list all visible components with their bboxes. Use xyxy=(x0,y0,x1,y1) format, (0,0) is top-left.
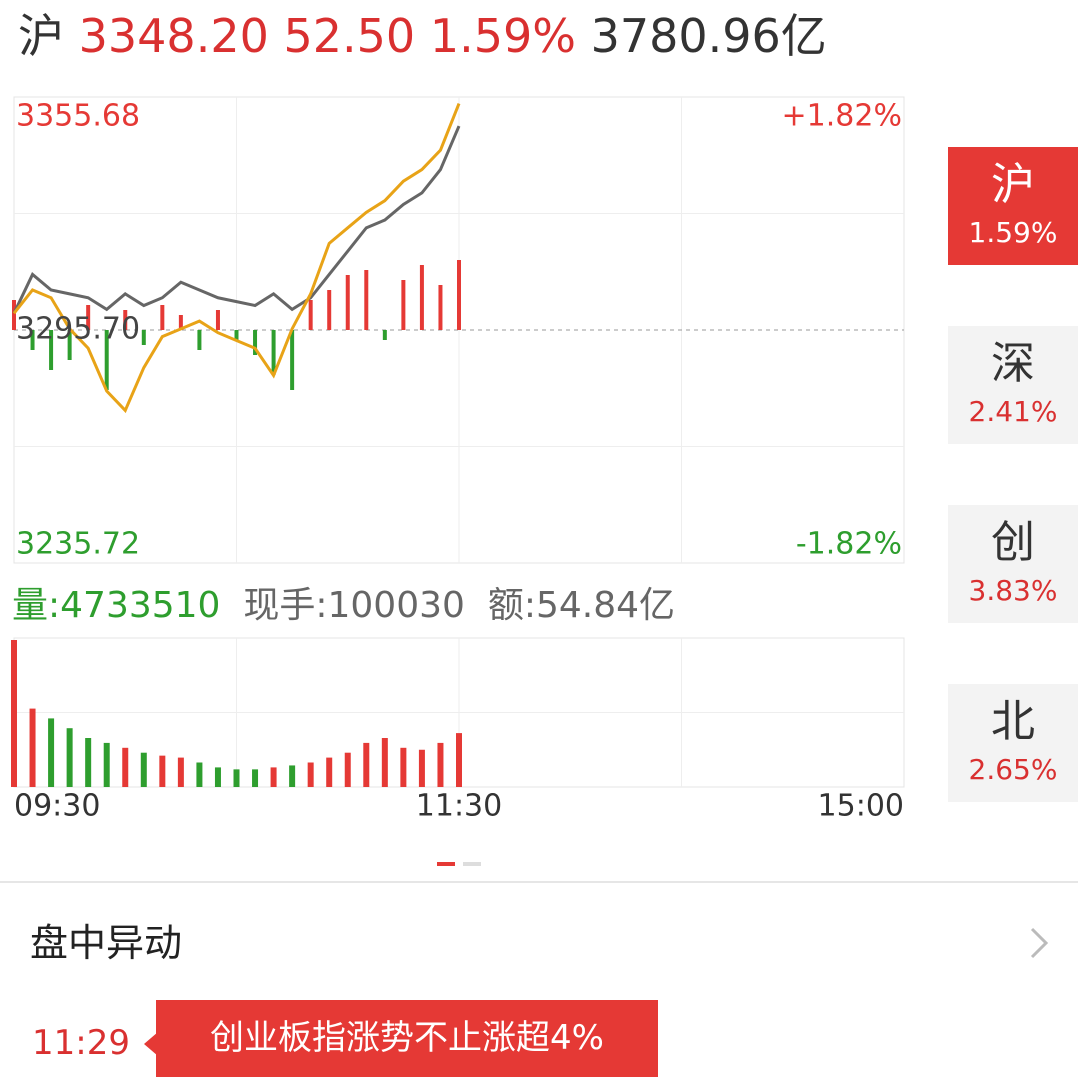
flow-bar xyxy=(86,305,91,330)
volume: 量:4733510 xyxy=(12,585,221,626)
flow-bar xyxy=(67,330,72,360)
tab-name: 沪 xyxy=(991,159,1035,210)
flow-bar xyxy=(160,305,165,330)
flow-bar xyxy=(253,330,258,355)
flow-bar xyxy=(345,275,350,330)
flow-bar xyxy=(308,300,313,330)
event-text[interactable]: 创业板指涨势不止涨超4% xyxy=(156,1000,658,1077)
volume-bar xyxy=(103,742,110,787)
y-tick-label: 3355.68 xyxy=(16,99,140,134)
volume-bar xyxy=(289,765,296,787)
volume-bar xyxy=(177,757,184,787)
chevron[interactable] xyxy=(1028,925,1052,961)
chart: 3355.68 3295.70 3235.72 +1.82% -1.82% 09:30 11… xyxy=(11,96,905,824)
flow-bar xyxy=(123,310,128,330)
x-tick-label: 11:30 xyxy=(416,789,502,824)
volume-bar xyxy=(214,767,221,787)
volume-bar xyxy=(233,769,240,787)
flow-bar xyxy=(104,330,109,390)
turnover: 3780.96亿 xyxy=(590,9,827,63)
flow-bar xyxy=(438,285,443,330)
flow-bar xyxy=(12,300,16,330)
volume-bar xyxy=(307,762,314,787)
page-dot xyxy=(463,862,481,866)
y2-tick-label: +1.82% xyxy=(782,99,902,134)
volume-bar xyxy=(122,747,129,787)
amount: 额:54.84亿 xyxy=(487,585,676,626)
price-line xyxy=(12,102,461,414)
flow-bar xyxy=(197,330,202,350)
price-line xyxy=(12,125,461,314)
percent: 1.59% xyxy=(429,9,576,63)
flow-bar xyxy=(49,330,54,370)
page-dot xyxy=(437,862,455,866)
tab-percent: 2.41% xyxy=(968,395,1058,428)
change: 52.50 xyxy=(283,9,416,63)
flow-bar xyxy=(178,315,183,330)
volume-info: 量:4733510 现手:100030 额:54.84亿 xyxy=(12,583,675,629)
y2-tick-label: -1.82% xyxy=(796,527,902,562)
volume-bar xyxy=(400,747,407,787)
volume-bar xyxy=(66,728,73,787)
y-tick-label: 3235.72 xyxy=(16,527,140,562)
tab-percent: 2.65% xyxy=(968,753,1058,786)
tab-name: 创 xyxy=(991,517,1035,568)
flow-bar xyxy=(382,330,387,340)
volume-bar xyxy=(456,733,462,787)
x-tick-label: 09:30 xyxy=(14,789,100,824)
volume-bar xyxy=(85,738,92,787)
volume-bar xyxy=(196,762,203,787)
divider xyxy=(0,881,1078,883)
volume-bar xyxy=(363,742,370,787)
volume-bar xyxy=(48,718,55,787)
flow-bar xyxy=(327,290,332,330)
market-tab[interactable]: 沪 1.59% xyxy=(948,147,1078,265)
tab-percent: 1.59% xyxy=(968,216,1058,249)
market-tab[interactable]: 创 3.83% xyxy=(948,505,1078,623)
flow-bar xyxy=(30,330,35,350)
hand: 现手:100030 xyxy=(243,585,465,626)
x-tick-label: 15:00 xyxy=(818,789,904,824)
price: 3348.20 xyxy=(78,9,269,63)
flow-bar xyxy=(215,310,220,330)
volume-bar xyxy=(381,738,388,787)
volume-bar xyxy=(344,752,351,787)
tab-name: 北 xyxy=(991,696,1035,747)
market-tab[interactable]: 北 2.65% xyxy=(948,684,1078,802)
tab-percent: 3.83% xyxy=(968,574,1058,607)
volume-bar xyxy=(270,767,277,787)
market: 沪 xyxy=(18,9,64,63)
volume-bar xyxy=(252,769,259,787)
header: 沪 3348.20 52.50 1.59% 3780.96亿 xyxy=(18,4,827,68)
flow-bar xyxy=(364,270,369,330)
y-tick-label: 3295.70 xyxy=(16,312,140,347)
flow-bar xyxy=(457,260,461,330)
volume-bar xyxy=(437,742,444,787)
flow-bar xyxy=(401,280,406,330)
volume-bar xyxy=(29,708,36,787)
flow-bar xyxy=(141,330,146,345)
flow-bar xyxy=(271,330,276,375)
market-tab[interactable]: 深 2.41% xyxy=(948,326,1078,444)
volume-bar xyxy=(326,757,333,787)
volume-bar xyxy=(140,752,147,787)
section-title[interactable]: 盘中异动 xyxy=(30,921,183,965)
event-time: 11:29 xyxy=(32,1023,130,1063)
tab-name: 深 xyxy=(991,338,1035,389)
flow-bar xyxy=(290,330,295,390)
flow-bar xyxy=(419,265,424,330)
bubble-arrow xyxy=(144,1032,158,1056)
volume-bar xyxy=(11,640,17,787)
volume-bar xyxy=(159,755,166,787)
volume-bar xyxy=(418,749,425,787)
flow-bar xyxy=(234,330,239,340)
